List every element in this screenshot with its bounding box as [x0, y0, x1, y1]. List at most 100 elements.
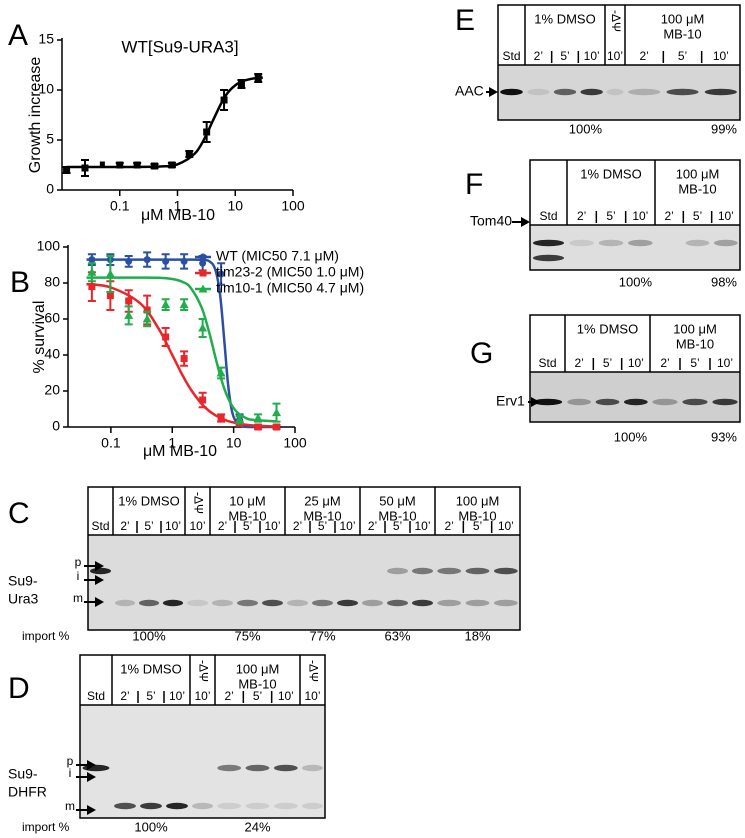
gel-band: [437, 599, 462, 607]
gel-band: [362, 599, 383, 607]
point: [88, 256, 96, 264]
x-tick-label: 100: [281, 198, 305, 214]
lane-label: 10’: [169, 689, 185, 703]
import-percent: 18%: [464, 628, 490, 643]
lane-label: 5’: [560, 49, 569, 63]
group-label: 100 μM: [236, 661, 280, 676]
gel-band: [569, 239, 594, 247]
gel-band: [652, 398, 678, 406]
gel-image: [80, 705, 325, 818]
protein-label: Su9-: [8, 766, 38, 782]
arrow-head: [87, 772, 96, 782]
panel-letter: B: [10, 266, 30, 299]
group-label: 100 μM: [456, 493, 500, 508]
x-tick-label: 0.1: [101, 435, 121, 451]
gel-band: [493, 567, 518, 575]
arrow-head: [95, 575, 104, 585]
group-label: 1% DMSO: [118, 493, 179, 508]
gel-band: [532, 239, 565, 247]
x-tick-label: 0.1: [110, 198, 130, 214]
group-label: -ΔΨ: [196, 660, 210, 682]
x-tick-label: 1: [174, 198, 182, 214]
fit-curve: [66, 76, 263, 169]
import-percent: 100%: [619, 274, 653, 289]
panel-letter: F: [465, 168, 483, 201]
point: [254, 423, 262, 431]
gel-image: [498, 65, 740, 120]
size-marker: p: [75, 555, 82, 569]
legend-marker: [198, 284, 208, 293]
point: [106, 292, 114, 300]
group-label: MB-10: [458, 508, 496, 523]
point: [199, 259, 207, 267]
gel-band: [212, 599, 233, 607]
lane-label: 2’: [664, 209, 673, 223]
legend-label: WT (MIC50 7.1 μM): [216, 248, 339, 264]
gel-band: [114, 802, 136, 810]
gel-band: [245, 764, 270, 772]
lane-label: 2’: [368, 519, 377, 533]
lane-label: 10’: [189, 519, 205, 533]
point: [116, 161, 124, 169]
protein-label: Erv1: [496, 393, 525, 409]
point: [125, 297, 133, 305]
panel-letter: C: [8, 497, 30, 530]
lane-label: 2’: [218, 519, 227, 533]
gel-frame: [79, 654, 326, 819]
gel-band: [262, 599, 283, 607]
y-tick-label: 5: [46, 131, 54, 147]
point: [198, 323, 208, 332]
gel-band: [166, 802, 188, 810]
arrow-head: [489, 87, 498, 97]
point: [203, 128, 211, 136]
point: [125, 257, 133, 265]
x-tick-label: 100: [283, 435, 307, 451]
gel-band: [580, 88, 603, 96]
import-percent: 100%: [614, 429, 648, 444]
arrow-head: [521, 217, 530, 227]
legend-marker: [199, 253, 207, 261]
arrow-head: [531, 397, 540, 407]
lane-label: 5’: [690, 356, 699, 370]
lane-label: Std: [91, 519, 109, 533]
gel-frame: [497, 4, 741, 121]
lane-label: Std: [502, 49, 520, 63]
lane-label: 10’: [194, 689, 210, 703]
lane-label: 2’: [660, 356, 669, 370]
gel-band: [465, 567, 490, 575]
size-marker: m: [73, 591, 83, 605]
panel-letter: E: [455, 4, 475, 37]
gel-band: [312, 599, 333, 607]
lane-label: 10’: [414, 519, 430, 533]
gel-band: [140, 802, 162, 810]
point: [162, 333, 170, 341]
x-tick-label: 10: [226, 435, 242, 451]
point: [161, 300, 171, 309]
import-percent: 24%: [244, 819, 270, 834]
group-label: 100 μM: [661, 11, 705, 26]
lane-label: 10’: [713, 49, 729, 63]
group-label: -ΔΨ: [191, 492, 205, 514]
gel-band: [532, 398, 563, 406]
lane-label: 5’: [144, 519, 153, 533]
point: [105, 269, 115, 278]
import-percent: 100%: [134, 819, 168, 834]
point: [162, 257, 170, 265]
gel-frame: [529, 314, 741, 423]
lane-label: 10’: [264, 519, 280, 533]
arrow-head: [95, 597, 104, 607]
gel-band: [623, 398, 648, 406]
gel-band: [273, 802, 298, 810]
gel-band: [114, 599, 136, 607]
lane-label: 10’: [632, 209, 648, 223]
point: [168, 161, 176, 169]
lane-label: 5’: [603, 356, 612, 370]
y-tick-label: 40: [44, 346, 60, 362]
y-tick-label: 60: [44, 310, 60, 326]
size-marker: i: [69, 766, 72, 780]
legend-label: tim10-1 (MIC50 4.7 μM): [216, 280, 364, 296]
size-marker: m: [65, 799, 75, 813]
gel-band: [527, 88, 550, 96]
y-tick-label: 0: [46, 181, 54, 197]
y-tick-label: 20: [44, 382, 60, 398]
